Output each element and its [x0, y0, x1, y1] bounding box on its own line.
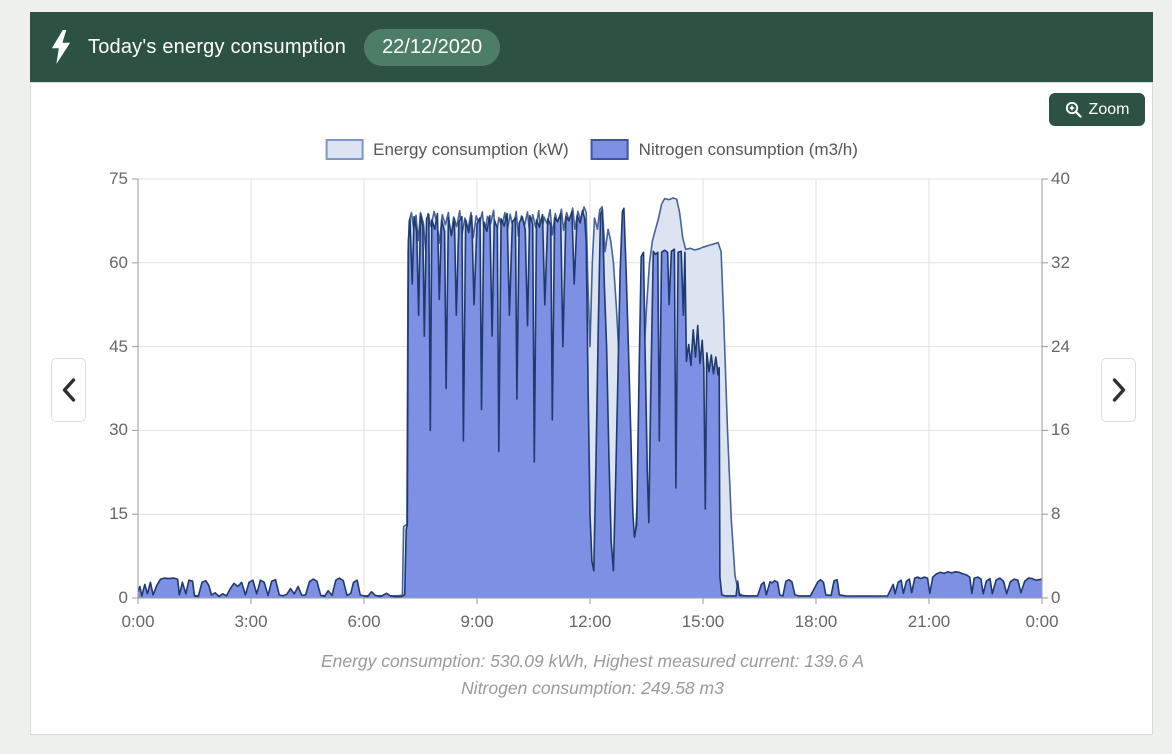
y-left-tick-75: 75	[109, 169, 128, 188]
legend-label-nitrogen: Nitrogen consumption (m3/h)	[638, 139, 858, 159]
nitrogen-swatch	[590, 139, 629, 160]
legend-label-energy: Energy consumption (kW)	[373, 139, 569, 159]
y-right-tick-32: 32	[1051, 252, 1070, 272]
y-right-tick-8: 8	[1051, 504, 1061, 524]
summary-line-energy: Energy consumption: 530.09 kWh, Highest …	[320, 651, 865, 671]
x-tick-2: 6:00	[347, 612, 381, 631]
y-left-tick-45: 45	[109, 336, 128, 356]
legend-item-energy[interactable]: Energy consumption (kW)	[325, 139, 569, 160]
energy-swatch	[325, 139, 364, 160]
chevron-right-icon	[1112, 378, 1125, 402]
magnifier-plus-icon	[1065, 101, 1082, 118]
lightning-bolt-icon	[51, 30, 71, 64]
y-left-tick-30: 30	[109, 420, 128, 440]
y-right-tick-24: 24	[1051, 336, 1070, 356]
y-left-tick-15: 15	[109, 504, 128, 524]
zoom-button-label: Zoom	[1088, 100, 1130, 118]
y-left-tick-60: 60	[109, 252, 128, 272]
x-tick-5: 15:00	[681, 612, 725, 631]
next-day-button[interactable]	[1101, 358, 1136, 422]
date-badge[interactable]: 22/12/2020	[364, 28, 501, 66]
x-tick-3: 9:00	[460, 612, 494, 631]
chart-card: Zoom Energy consumption (kW) Nitrogen co…	[30, 82, 1153, 735]
chevron-left-icon	[62, 378, 75, 402]
chart-legend: Energy consumption (kW) Nitrogen consump…	[325, 139, 858, 160]
x-tick-4: 12:00	[568, 612, 612, 631]
widget-header: Today's energy consumption 22/12/2020	[30, 12, 1153, 82]
x-tick-8: 0:00	[1025, 612, 1059, 631]
x-tick-1: 3:00	[234, 612, 268, 631]
y-left-tick-0: 0	[118, 588, 128, 607]
prev-day-button[interactable]	[51, 358, 86, 422]
x-tick-7: 21:00	[907, 612, 951, 631]
x-tick-0: 0:00	[121, 612, 155, 631]
y-right-tick-16: 16	[1051, 420, 1070, 440]
chart-plot-svg[interactable]	[132, 178, 1048, 604]
y-right-tick-40: 40	[1051, 169, 1070, 188]
y-right-tick-0: 0	[1051, 588, 1061, 607]
legend-item-nitrogen[interactable]: Nitrogen consumption (m3/h)	[590, 139, 858, 160]
summary-line-nitrogen: Nitrogen consumption: 249.58 m3	[461, 678, 724, 698]
x-tick-6: 18:00	[794, 612, 838, 631]
zoom-button[interactable]: Zoom	[1049, 93, 1145, 126]
widget-title: Today's energy consumption	[88, 35, 347, 58]
